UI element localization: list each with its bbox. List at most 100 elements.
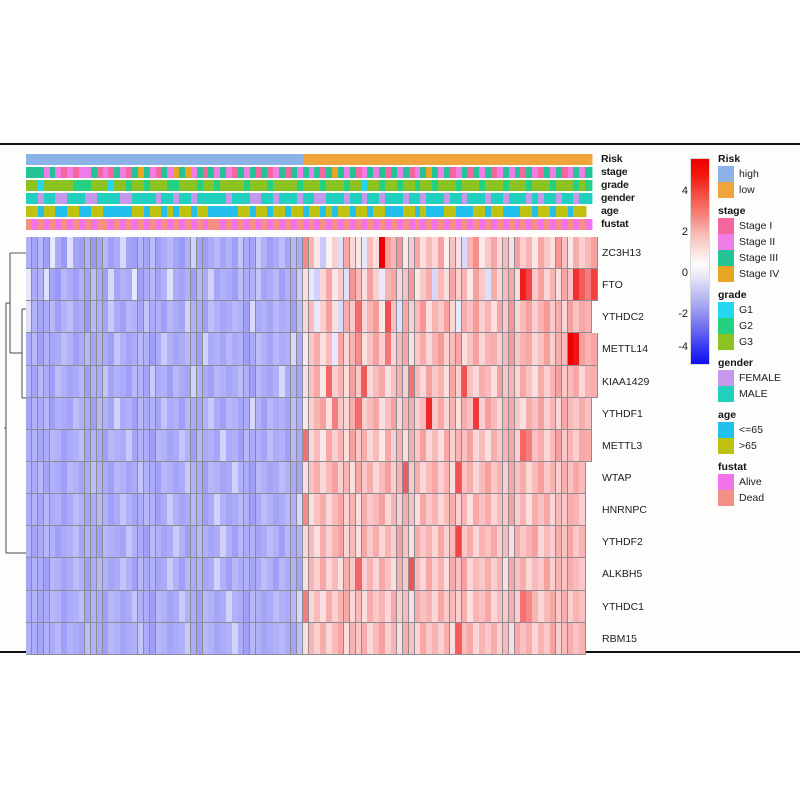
- scale-tick-m4: -4: [678, 341, 688, 353]
- legend-label: G1: [739, 304, 754, 316]
- legend-item[interactable]: FEMALE: [718, 370, 800, 386]
- legend-swatch: [718, 422, 734, 438]
- legend-block-gender: gender FEMALE MALE: [718, 357, 800, 402]
- heatmap-cell: [585, 397, 592, 430]
- heatmap-cell: [579, 590, 586, 623]
- scale-tick-4: 4: [681, 185, 688, 197]
- legend-swatch: [718, 474, 734, 490]
- legend-block-age: age <=65 >65: [718, 409, 800, 454]
- heatmap-row-label: WTAP: [602, 471, 632, 484]
- heatmap-row-label: ZC3H13: [602, 247, 642, 259]
- annot-row-grade: [26, 180, 597, 191]
- legend-swatch: [718, 490, 734, 506]
- legend-item[interactable]: Stage III: [718, 250, 800, 266]
- heatmap-row: [26, 397, 597, 430]
- legend-label: <=65: [739, 424, 763, 436]
- legend-swatch: [718, 370, 734, 386]
- legend-item[interactable]: G1: [718, 302, 800, 318]
- heatmap-cell: [579, 461, 586, 495]
- legend-item[interactable]: MALE: [718, 386, 800, 402]
- heatmap-row: [26, 237, 598, 270]
- heatmap-row-labels: ZC3H13 FTO YTHDC2 METTL14 KIAA1429 YTHDF1 METT…: [602, 237, 712, 655]
- legend-title: stage: [718, 205, 746, 217]
- legend-title: age: [718, 409, 737, 421]
- heatmap-figure-panel: Risk stage grade gender age fustat ZC3H1…: [0, 143, 800, 655]
- legend-item[interactable]: <=65: [718, 422, 800, 438]
- annotation-cell: [585, 154, 593, 165]
- annotation-label-stage: stage: [601, 166, 628, 178]
- legend-item[interactable]: Stage II: [718, 234, 800, 250]
- annot-row-gender: [26, 193, 597, 204]
- heatmap-row-label: RBM15: [602, 632, 638, 645]
- legend-item[interactable]: G2: [718, 318, 800, 334]
- legend-item[interactable]: high: [718, 166, 800, 182]
- legend-swatch: [718, 386, 734, 402]
- annotation-cell: [585, 180, 593, 191]
- heatmap-cell: [591, 237, 598, 270]
- heatmap-row: [26, 622, 597, 655]
- annot-row-age: [26, 206, 597, 217]
- heatmap-row-label: KIAA1429: [602, 375, 650, 388]
- heatmap-row-label: METTL3: [602, 439, 643, 452]
- legend-label: Stage II: [739, 236, 776, 248]
- heatmap-row: [26, 494, 597, 527]
- annotation-cell: [585, 167, 593, 178]
- scale-tick-2: 2: [681, 226, 688, 238]
- annotation-label-risk: Risk: [601, 153, 623, 165]
- annotation-cell: [585, 193, 593, 204]
- heatmap-row: [26, 269, 598, 302]
- legend-label: Stage I: [739, 220, 773, 232]
- legend-label: G2: [739, 320, 754, 332]
- column-annotation-bars: [26, 154, 597, 232]
- heatmap-row: [26, 301, 597, 334]
- heatmap-cell: [579, 622, 586, 655]
- legend-item[interactable]: Dead: [718, 490, 800, 506]
- legend-swatch: [718, 334, 734, 350]
- legend-label: Stage IV: [739, 268, 780, 280]
- legend-label: Alive: [739, 476, 762, 488]
- heatmap-row: [26, 558, 597, 591]
- legend-title: gender: [718, 357, 754, 369]
- heatmap-row-label: YTHDF1: [602, 407, 643, 420]
- heatmap-row-label: YTHDF2: [602, 536, 643, 549]
- annot-row-risk: [26, 154, 597, 165]
- annotation-cell: [585, 219, 593, 230]
- heatmap-cell: [591, 333, 598, 366]
- legend-label: FEMALE: [739, 372, 782, 384]
- legend-item[interactable]: low: [718, 182, 800, 198]
- legend-item[interactable]: >65: [718, 438, 800, 454]
- heatmap-row-label: YTHDC1: [602, 600, 645, 613]
- annotation-label-age: age: [601, 205, 619, 217]
- heatmap-row: [26, 429, 597, 462]
- annotation-row-labels: Risk stage grade gender age fustat: [601, 154, 721, 232]
- legend-swatch: [718, 234, 734, 250]
- heatmap-row-label: ALKBH5: [602, 568, 643, 581]
- legend-title: Risk: [718, 153, 741, 165]
- scale-tick-m2: -2: [678, 308, 688, 320]
- heatmap-cell: [579, 526, 586, 559]
- annotation-label-fustat: fustat: [601, 218, 629, 230]
- annotation-cell: [579, 206, 587, 217]
- legend-swatch: [718, 438, 734, 454]
- legend-block-fustat: fustat Alive Dead: [718, 461, 800, 506]
- annot-row-stage: [26, 167, 597, 178]
- legend-swatch: [718, 218, 734, 234]
- legend-item[interactable]: G3: [718, 334, 800, 350]
- legend-title: fustat: [718, 461, 747, 473]
- legend-item[interactable]: Stage I: [718, 218, 800, 234]
- annotation-label-grade: grade: [601, 179, 629, 191]
- legend-item[interactable]: Alive: [718, 474, 800, 490]
- legend-container: Risk high low stage Stage I Stage II Stage III…: [718, 153, 800, 513]
- legend-swatch: [718, 266, 734, 282]
- legend-swatch: [718, 302, 734, 318]
- heatmap-row: [26, 590, 597, 623]
- heatmap-cell: [591, 269, 598, 302]
- legend-swatch: [718, 166, 734, 182]
- legend-swatch: [718, 250, 734, 266]
- legend-item[interactable]: Stage IV: [718, 266, 800, 282]
- legend-title: grade: [718, 289, 747, 301]
- legend-block-stage: stage Stage I Stage II Stage III Stage IV: [718, 205, 800, 282]
- heatmap-row: [26, 333, 598, 366]
- legend-swatch: [718, 318, 734, 334]
